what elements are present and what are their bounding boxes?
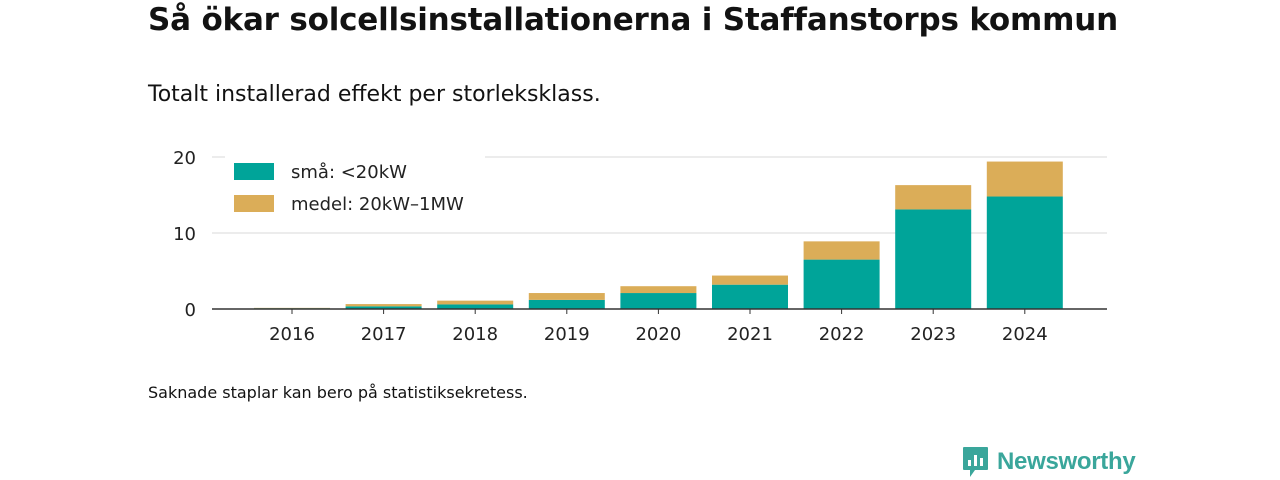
x-tick-label: 2019 [544,324,590,345]
chart-subtitle: Totalt installerad effekt per storlekskl… [148,82,601,107]
y-tick-label: 20 [173,148,196,169]
x-tick-label: 2018 [452,324,498,345]
y-axis-ticks: 0 10 20 [173,148,196,321]
legend-swatch [234,163,274,180]
bars [254,161,1063,309]
legend-label: små: <20kW [291,162,407,183]
bar-medel-2020 [620,286,697,294]
chart-title: Så ökar solcellsinstallationerna i Staff… [148,2,1118,38]
legend-label: medel: 20kW–1MW [291,194,464,215]
bar-medel-2018 [437,300,514,305]
bar-sma-2020 [620,293,697,309]
bar-sma-2017 [345,306,422,309]
newsworthy-logo-icon [963,447,988,477]
bar-sma-2018 [437,304,514,309]
legend-swatch [234,195,274,212]
bar-medel-2017 [345,304,422,307]
bar-sma-2021 [712,284,788,309]
bar-sma-2024 [986,196,1063,309]
y-tick-label: 10 [173,224,196,245]
x-tick-label: 2024 [1002,324,1048,345]
x-tick-label: 2017 [361,324,407,345]
bar-medel-2024 [986,161,1063,197]
bar-medel-2022 [803,241,880,260]
x-tick-label: 2016 [269,324,315,345]
footnote: Saknade staplar kan bero på statistiksek… [148,383,528,402]
bar-sma-2019 [528,299,605,309]
x-tick-label: 2020 [635,324,681,345]
brand-name: Newsworthy [997,448,1136,475]
y-tick-label: 0 [185,300,196,321]
bar-medel-2021 [712,275,788,285]
x-axis-ticks: 2016 2017 2018 2019 2020 2021 2022 2023 2024 [269,309,1048,345]
bar-medel-2019 [528,293,605,300]
legend: små: <20kW medel: 20kW–1MW [225,152,485,222]
brand-logo: Newsworthy [962,446,1136,478]
x-tick-label: 2022 [819,324,865,345]
bar-sma-2022 [803,259,880,309]
bar-sma-2023 [895,209,972,309]
x-tick-label: 2021 [727,324,773,345]
bar-medel-2023 [895,185,972,210]
x-tick-label: 2023 [910,324,956,345]
